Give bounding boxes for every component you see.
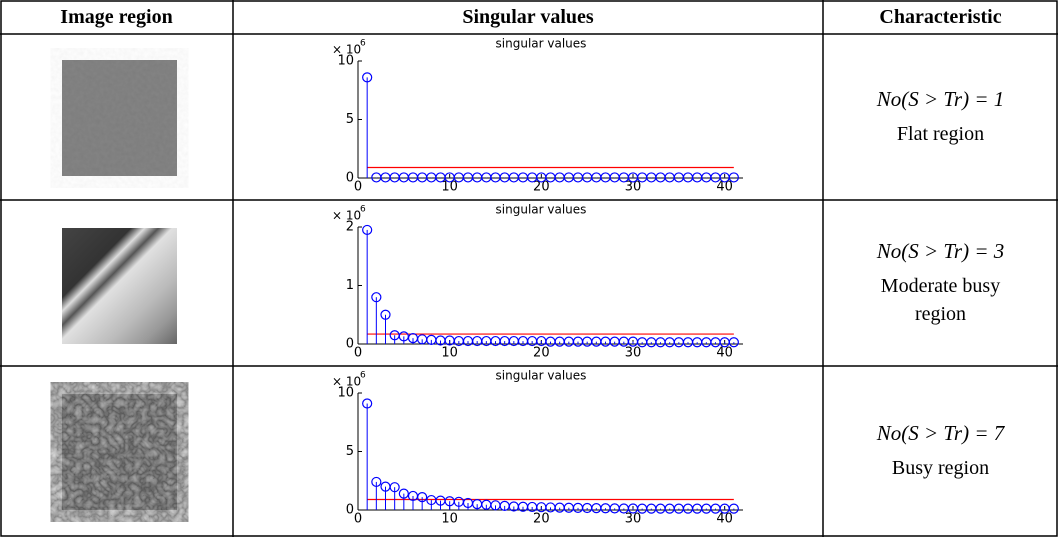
region-label: Flat region — [866, 120, 1016, 148]
image-region — [62, 228, 177, 344]
stem-marker — [592, 504, 601, 513]
y-tick-label: 5 — [346, 112, 354, 127]
x-tick-label: 20 — [533, 346, 550, 361]
y-tick-label: 0 — [346, 503, 354, 518]
y-tick-label: 0 — [346, 171, 354, 186]
x-tick-label: 30 — [625, 512, 642, 527]
y-tick-label: 10 — [337, 54, 354, 69]
x-tick-label: 0 — [354, 512, 362, 527]
chart-title: singular values — [496, 37, 587, 51]
x-tick-label: 30 — [625, 346, 642, 361]
x-tick-label: 40 — [716, 512, 733, 527]
y-tick-label: 1 — [346, 278, 354, 293]
scale-power: 6 — [360, 205, 366, 215]
characteristic-cell: No(S > Tr) = 3 Moderate busy region — [823, 200, 1058, 366]
chart-title: singular values — [496, 369, 587, 383]
image-region — [62, 394, 177, 510]
y-tick-label: 5 — [346, 444, 354, 459]
header-cell: Characteristic — [823, 0, 1058, 34]
image-region — [62, 60, 177, 176]
scale-power: 6 — [360, 39, 366, 49]
header-cell: Singular values — [233, 0, 823, 34]
x-tick-label: 10 — [441, 346, 458, 361]
formula: No(S > Tr) = 3 — [877, 239, 1005, 264]
chart-title: singular values — [496, 203, 587, 217]
y-tick-label: 2 — [346, 220, 354, 235]
x-tick-label: 20 — [533, 512, 550, 527]
formula: No(S > Tr) = 1 — [877, 87, 1005, 112]
region-label: Busy region — [866, 454, 1016, 482]
x-tick-label: 0 — [354, 346, 362, 361]
characteristic-cell: No(S > Tr) = 1 Flat region — [823, 34, 1058, 200]
formula: No(S > Tr) = 7 — [877, 421, 1005, 446]
page: singular values× 1060510010203040singula… — [0, 0, 1058, 537]
x-tick-label: 10 — [441, 512, 458, 527]
characteristic-cell: No(S > Tr) = 7 Busy region — [823, 366, 1058, 537]
stem-marker — [564, 503, 573, 512]
x-tick-label: 40 — [716, 346, 733, 361]
scale-power: 6 — [360, 371, 366, 381]
x-tick-label: 0 — [354, 180, 362, 195]
y-tick-label: 0 — [346, 337, 354, 352]
stem-marker — [583, 504, 592, 513]
y-tick-label: 10 — [337, 386, 354, 401]
header-cell: Image region — [0, 0, 233, 34]
region-label: Moderate busy region — [866, 272, 1016, 328]
stem-marker — [574, 503, 583, 512]
